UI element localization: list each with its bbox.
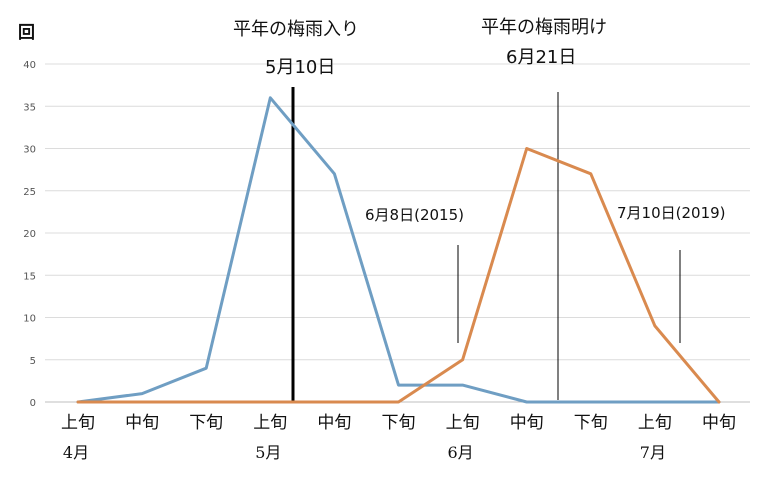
x-tick-label: 中旬 — [125, 413, 159, 433]
x-tick-label: 下旬 — [574, 413, 608, 433]
data-point — [205, 401, 208, 404]
y-axis-ticks: 0 5 10 15 20 25 30 35 40 — [23, 60, 36, 409]
data-point — [397, 401, 400, 404]
y-tick-label: 20 — [23, 229, 36, 240]
y-tick-label: 30 — [23, 145, 36, 156]
data-point — [589, 172, 592, 175]
month-label: 7月 — [640, 443, 666, 462]
rainy-season-start-title: 平年の梅雨入り — [233, 19, 359, 40]
data-point — [653, 401, 656, 404]
x-tick-label: 下旬 — [189, 413, 223, 433]
data-point — [141, 392, 144, 395]
x-tick-label: 下旬 — [382, 413, 416, 433]
data-point — [525, 401, 528, 404]
data-point — [653, 324, 656, 327]
series-lines — [76, 96, 721, 404]
y-tick-label: 25 — [23, 187, 36, 198]
data-point — [525, 147, 528, 150]
x-tick-label: 中旬 — [317, 413, 351, 433]
data-point — [397, 384, 400, 387]
data-point — [205, 367, 208, 370]
rainy-season-end-date: 6月21日 — [506, 47, 576, 68]
y-tick-label: 35 — [23, 102, 36, 113]
data-point — [77, 401, 80, 404]
y-tick-label: 5 — [30, 356, 36, 367]
rainy-season-end-title: 平年の梅雨明け — [481, 17, 607, 38]
y-tick-label: 40 — [23, 60, 36, 71]
month-label: 6月 — [448, 443, 474, 462]
data-point — [269, 401, 272, 404]
y-tick-label: 10 — [23, 314, 36, 325]
rainy-season-start-date: 5月10日 — [265, 57, 335, 78]
month-label: 5月 — [255, 443, 281, 462]
data-point — [718, 401, 721, 404]
x-tick-label: 中旬 — [702, 413, 736, 433]
annotation-2019: 7月10日(2019) — [617, 204, 726, 222]
y-tick-label: 15 — [23, 271, 36, 282]
series-line-1 — [76, 96, 721, 404]
x-tick-label: 上旬 — [61, 413, 95, 433]
gridlines — [45, 63, 750, 403]
data-point — [461, 384, 464, 387]
data-point — [333, 172, 336, 175]
data-point — [141, 401, 144, 404]
series-line-2 — [76, 147, 721, 404]
month-labels: 4月 5月 6月 7月 — [63, 443, 666, 462]
month-label: 4月 — [63, 443, 89, 462]
x-tick-label: 中旬 — [510, 413, 544, 433]
data-point — [461, 358, 464, 361]
data-point — [333, 401, 336, 404]
x-tick-label: 上旬 — [638, 413, 672, 433]
x-tick-label: 上旬 — [446, 413, 480, 433]
y-axis-label: 回 — [18, 23, 35, 43]
data-point — [269, 96, 272, 99]
data-point — [589, 401, 592, 404]
x-tick-label: 上旬 — [253, 413, 287, 433]
y-tick-label: 0 — [30, 398, 36, 409]
x-axis-ticks: 上旬 中旬 下旬 上旬 中旬 下旬 上旬 中旬 下旬 上旬 中旬 — [61, 413, 736, 433]
annotation-2015: 6月8日(2015) — [365, 206, 464, 224]
